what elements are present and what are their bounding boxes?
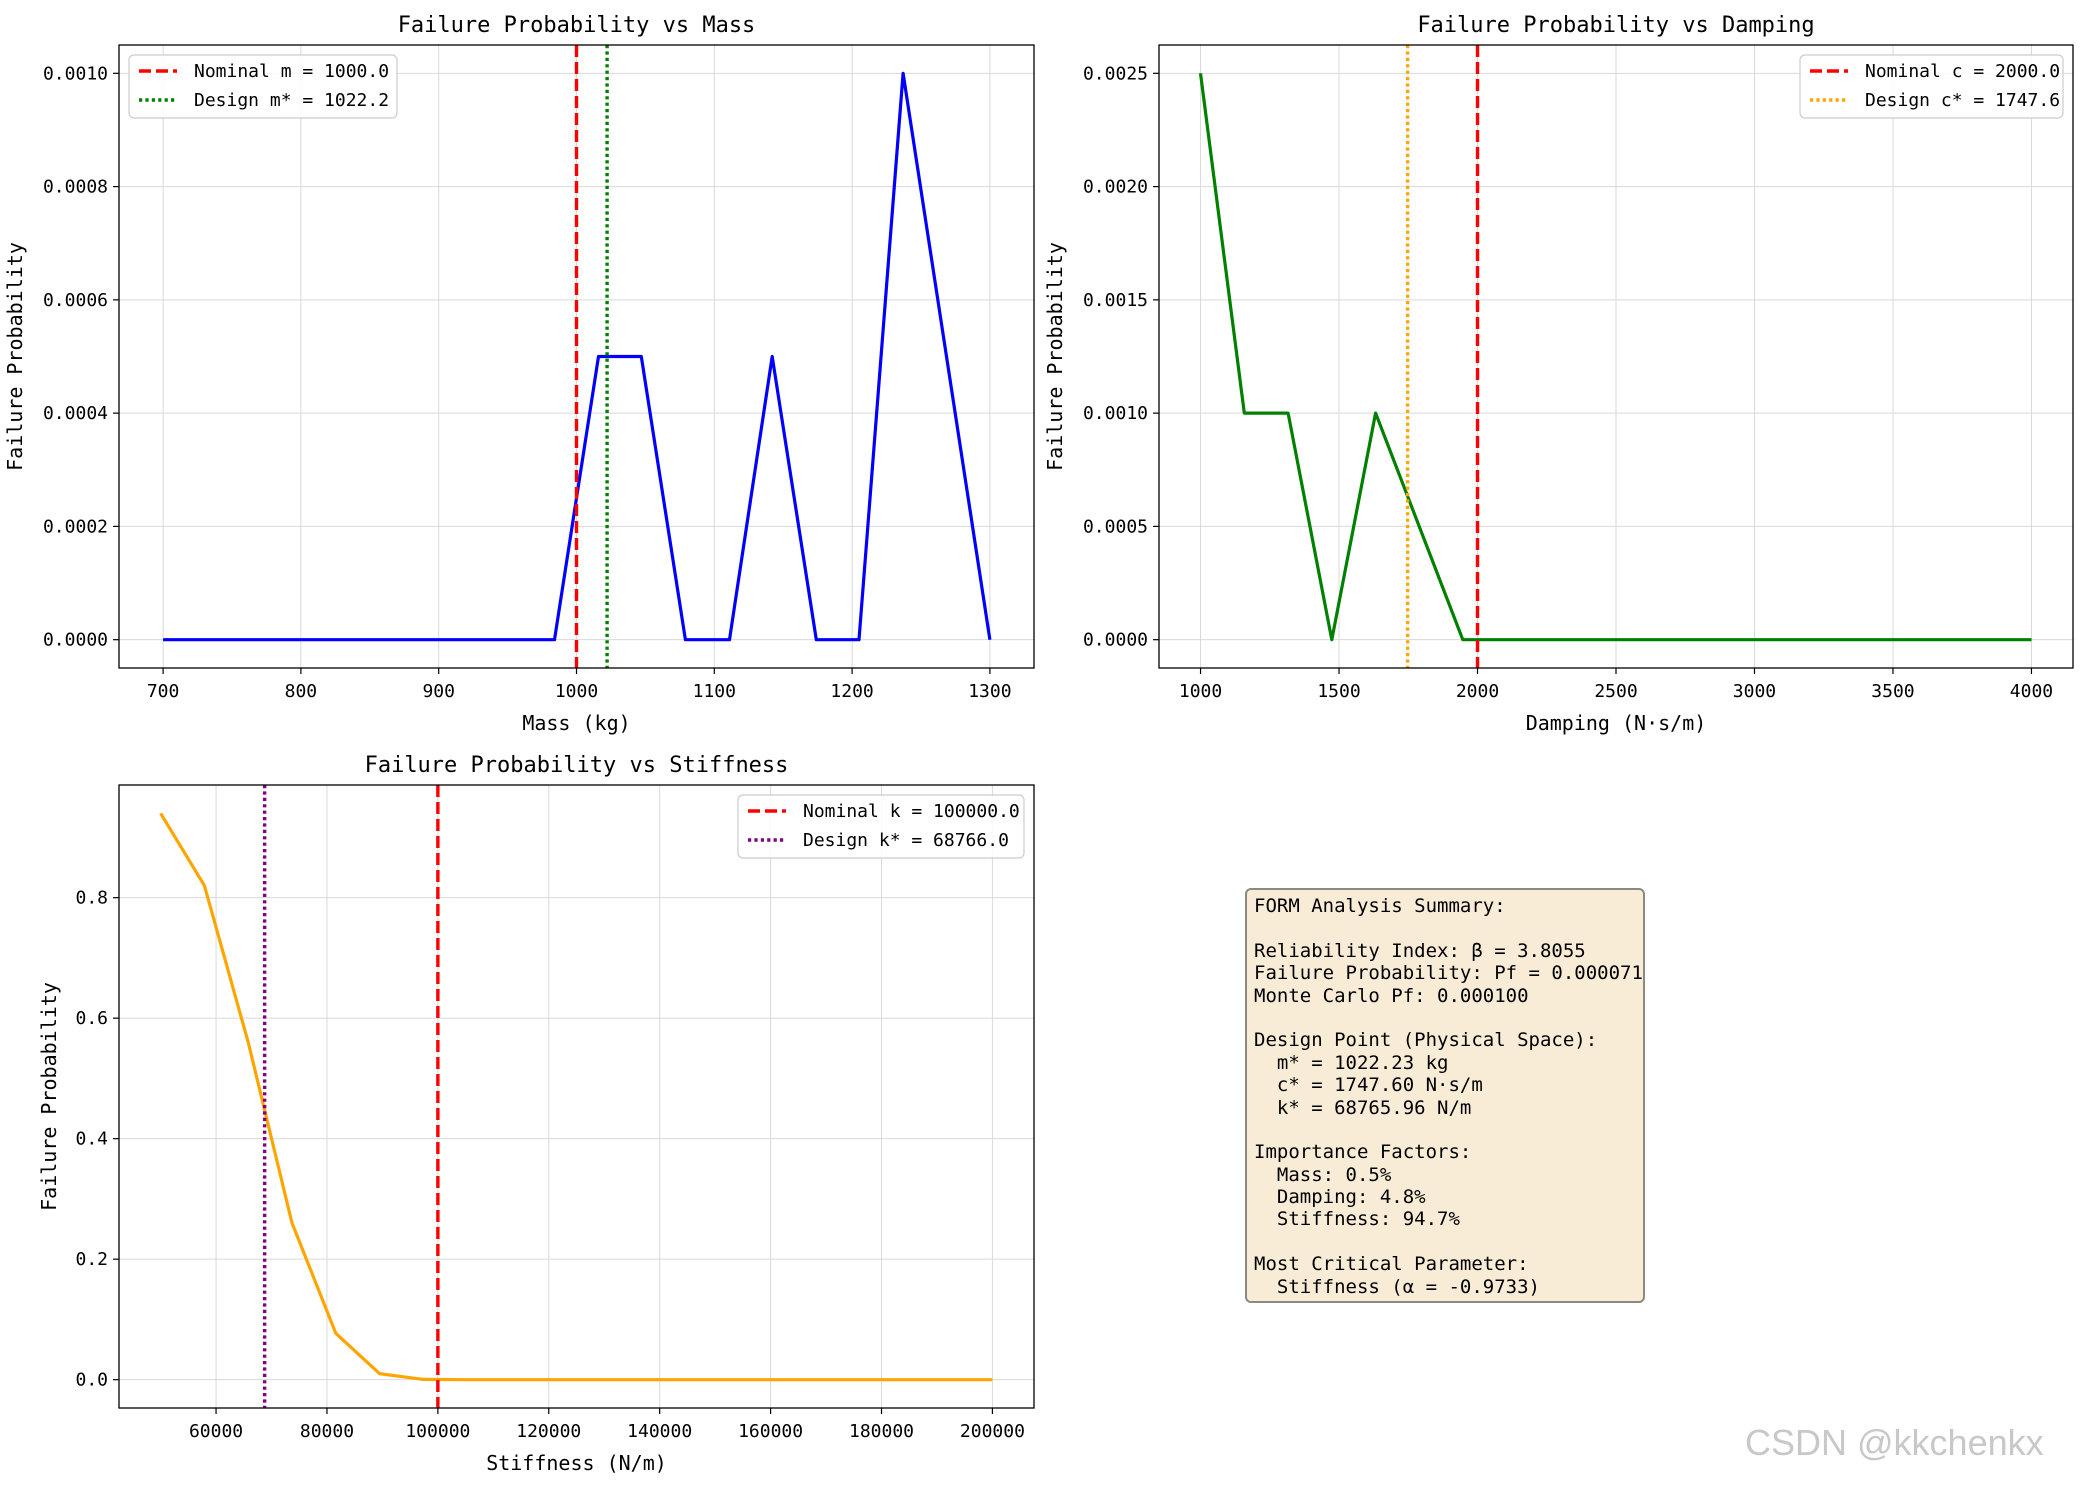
legend-entry: Design c* = 1747.6 bbox=[1865, 90, 2060, 111]
y-tick-label: 0.0010 bbox=[43, 63, 108, 84]
axes-frame bbox=[118, 784, 1035, 1409]
plot-area bbox=[163, 45, 992, 668]
plot-title: Failure Probability vs Mass bbox=[398, 13, 756, 38]
csdn-watermark: CSDN @kkchenkx bbox=[1745, 1422, 2044, 1463]
x-tick-label: 1300 bbox=[968, 681, 1011, 702]
plot-title: Failure Probability vs Stiffness bbox=[365, 753, 789, 778]
legend-entry: Design k* = 68766.0 bbox=[803, 830, 1009, 851]
summary-line: Stiffness (α = -0.9733) bbox=[1254, 1275, 1540, 1298]
x-tick-label: 140000 bbox=[627, 1421, 692, 1442]
x-tick-label: 120000 bbox=[516, 1421, 581, 1442]
x-tick-label: 80000 bbox=[300, 1421, 354, 1442]
summary-line: Failure Probability: Pf = 0.000071 bbox=[1254, 962, 1643, 985]
summary-line: Damping: 4.8% bbox=[1254, 1186, 1426, 1209]
x-tick-label: 3000 bbox=[1733, 681, 1776, 702]
plot-title: Failure Probability vs Damping bbox=[1417, 13, 1814, 38]
x-tick-label: 1000 bbox=[555, 681, 598, 702]
y-tick-label: 0.0020 bbox=[1083, 177, 1148, 198]
subplot-2: 1000 1500 2000 2500 3000 3500 4000 0.0000 0.0005… bbox=[1043, 13, 2074, 735]
series-line bbox=[163, 71, 992, 642]
x-tick-label: 60000 bbox=[189, 1421, 243, 1442]
legend-box bbox=[737, 794, 1025, 859]
x-tick-label: 800 bbox=[285, 681, 318, 702]
summary-line: Design Point (Physical Space): bbox=[1254, 1029, 1598, 1052]
x-tick-label: 200000 bbox=[960, 1421, 1025, 1442]
x-axis-label: Mass (kg) bbox=[522, 711, 630, 735]
legend: Nominal k = 100000.0 Design k* = 68766.0 bbox=[737, 794, 1025, 859]
summary-line: Importance Factors: bbox=[1254, 1141, 1472, 1164]
x-tick-label: 180000 bbox=[849, 1421, 914, 1442]
y-tick-label: 0.8 bbox=[75, 888, 108, 909]
subplot-3: 60000 80000 100000 120000 140000 160000 180000… bbox=[37, 753, 1035, 1475]
summary-line: Monte Carlo Pf: 0.000100 bbox=[1254, 984, 1529, 1007]
summary-line bbox=[1254, 1119, 1636, 1141]
y-tick-label: 0.0006 bbox=[43, 290, 108, 311]
y-tick-label: 0.0010 bbox=[1083, 403, 1148, 424]
form-analysis-summary-box: FORM Analysis Summary: Reliability Index:… bbox=[1245, 888, 1645, 1303]
y-tick-label: 0.0015 bbox=[1083, 290, 1148, 311]
legend: Nominal m = 1000.0 Design m* = 1022.2 bbox=[128, 54, 398, 119]
summary-line bbox=[1254, 1007, 1636, 1029]
plot-area bbox=[159, 785, 993, 1408]
summary-line: Most Critical Parameter: bbox=[1254, 1253, 1529, 1276]
summary-line bbox=[1254, 917, 1636, 939]
legend-entry: Nominal m = 1000.0 bbox=[194, 61, 389, 82]
y-tick-label: 0.0004 bbox=[43, 403, 108, 424]
y-tick-label: 0.0 bbox=[75, 1370, 108, 1391]
y-tick-label: 0.0008 bbox=[43, 177, 108, 198]
legend-entry: Design m* = 1022.2 bbox=[194, 90, 389, 111]
x-tick-label: 2000 bbox=[1456, 681, 1499, 702]
summary-line: Stiffness: 94.7% bbox=[1254, 1208, 1460, 1231]
legend-entry: Nominal k = 100000.0 bbox=[803, 801, 1020, 822]
summary-line: Reliability Index: β = 3.8055 bbox=[1254, 939, 1586, 962]
x-axis-label: Stiffness (N/m) bbox=[486, 1451, 667, 1475]
y-tick-label: 0.0005 bbox=[1083, 516, 1148, 537]
summary-line: m* = 1022.23 kg bbox=[1254, 1051, 1449, 1074]
y-tick-label: 0.4 bbox=[75, 1129, 108, 1150]
plot-area bbox=[1198, 45, 2032, 668]
x-tick-label: 160000 bbox=[738, 1421, 803, 1442]
x-tick-label: 1500 bbox=[1317, 681, 1360, 702]
subplot-1: 700 800 900 1000 1100 1200 1300 0.0000 0.0002 0.0… bbox=[3, 13, 1035, 735]
series-line bbox=[1198, 73, 2032, 642]
y-tick-label: 0.0000 bbox=[1083, 630, 1148, 651]
y-tick-label: 0.0000 bbox=[43, 630, 108, 651]
summary-line bbox=[1254, 1231, 1636, 1253]
series-line bbox=[159, 812, 993, 1382]
y-tick-label: 0.2 bbox=[75, 1249, 108, 1270]
legend: Nominal c = 2000.0 Design c* = 1747.6 bbox=[1799, 54, 2064, 119]
y-tick-label: 0.6 bbox=[75, 1008, 108, 1029]
legend-box bbox=[128, 54, 398, 119]
x-axis-label: Damping (N·s/m) bbox=[1526, 711, 1707, 735]
summary-line: k* = 68765.96 N/m bbox=[1254, 1096, 1472, 1119]
x-tick-label: 1200 bbox=[830, 681, 873, 702]
y-axis-label: Failure Probability bbox=[3, 242, 27, 471]
x-tick-label: 700 bbox=[147, 681, 180, 702]
x-tick-label: 900 bbox=[422, 681, 455, 702]
x-tick-label: 2500 bbox=[1594, 681, 1637, 702]
x-tick-label: 3500 bbox=[1871, 681, 1914, 702]
legend-entry: Nominal c = 2000.0 bbox=[1865, 61, 2060, 82]
x-tick-label: 4000 bbox=[2010, 681, 2053, 702]
x-tick-label: 100000 bbox=[405, 1421, 470, 1442]
y-axis-label: Failure Probability bbox=[37, 982, 61, 1211]
summary-line: Mass: 0.5% bbox=[1254, 1163, 1392, 1186]
summary-line: FORM Analysis Summary: bbox=[1254, 895, 1506, 917]
y-tick-label: 0.0002 bbox=[43, 516, 108, 537]
y-axis-label: Failure Probability bbox=[1043, 242, 1067, 471]
y-tick-label: 0.0025 bbox=[1083, 63, 1148, 84]
summary-line: c* = 1747.60 N·s/m bbox=[1254, 1074, 1483, 1097]
legend-box bbox=[1799, 54, 2064, 119]
x-tick-label: 1000 bbox=[1179, 681, 1222, 702]
x-tick-label: 1100 bbox=[693, 681, 736, 702]
